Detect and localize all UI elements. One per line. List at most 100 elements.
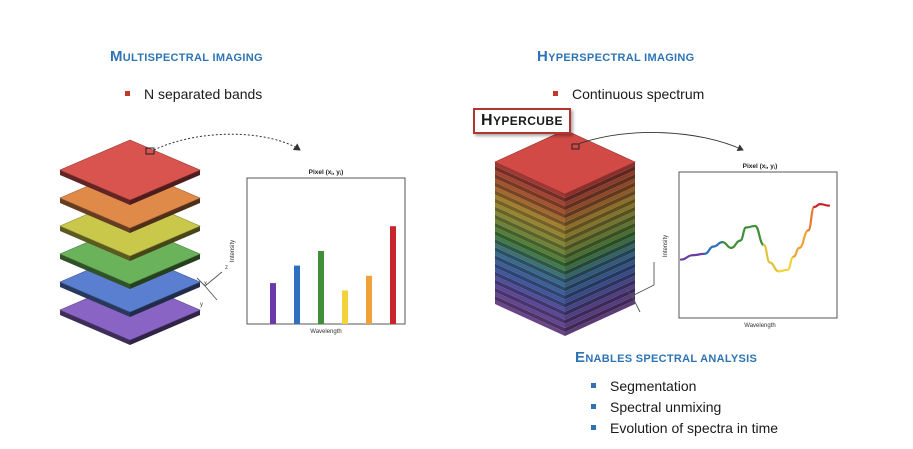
spectrum-segment [798, 229, 810, 249]
cube-slice-right [565, 295, 635, 332]
chart-frame [246, 177, 406, 325]
pixel-marker [571, 143, 580, 150]
multispectral-band-stack [59, 139, 201, 345]
cube-slice-right [565, 206, 635, 243]
cube-slice-left [495, 178, 565, 215]
band-side-right [130, 310, 200, 345]
chart-xlabel: Wavelength [744, 323, 775, 329]
cube-slice-right [565, 255, 635, 292]
cube-slice-left [495, 287, 565, 324]
line-chart: Pixel (xi, yi) Wavelength Intensity [663, 163, 838, 329]
bar-violet [270, 283, 276, 324]
cube-slice-right [565, 283, 635, 320]
cube-slice-right [565, 243, 635, 280]
bullet-square-icon [125, 90, 130, 96]
band-side-left [60, 282, 130, 317]
cube-slice-right [565, 198, 635, 235]
cube-slice-left [495, 226, 565, 263]
bar-green [318, 251, 324, 324]
cube-slice-right [565, 178, 635, 215]
cube-slice-left [495, 206, 565, 243]
cube-slice-left [495, 263, 565, 300]
cube-slice-left [495, 275, 565, 312]
cube-slice-right [565, 287, 635, 324]
cube-slice-left [495, 235, 565, 272]
pixel-arrow [153, 133, 301, 151]
cube-slice-right [565, 194, 635, 231]
cube-slice-right [565, 186, 635, 223]
cube-slice-left [495, 166, 565, 203]
band-side-left [60, 254, 130, 289]
analysis-list: Segmentation Spectral unmixing Evolution… [591, 378, 778, 441]
cube-slice-right [565, 279, 635, 316]
band-side-right [130, 170, 200, 205]
cube-slice-right [565, 170, 635, 207]
bar-yellow [342, 290, 348, 324]
cube-slice-left [495, 243, 565, 280]
cube-slice-left [495, 251, 565, 288]
chart-ylabel: Intensity [230, 240, 236, 262]
cube-slice-left [495, 279, 565, 316]
spectrum-segment [679, 254, 694, 261]
cube-slice-left [495, 239, 565, 276]
cube-slice-right [565, 174, 635, 211]
band-side-right [130, 282, 200, 317]
band-side-right [130, 198, 200, 233]
cube-slice-left [495, 202, 565, 239]
cube-slice-left [495, 222, 565, 259]
axis-x-label: x [204, 281, 207, 287]
bullet-square-icon [553, 90, 558, 96]
band-layer [59, 139, 201, 201]
chart-frame [678, 171, 838, 319]
cube-slice-left [495, 267, 565, 304]
cube-slice-right [565, 182, 635, 219]
list-item: Segmentation [591, 378, 778, 399]
cube-slice-right [565, 226, 635, 263]
hypercube-stack [494, 129, 636, 337]
cube-slice-right [565, 190, 635, 227]
axis-triad-icon [625, 262, 655, 313]
chart-xlabel: Wavelength [310, 329, 341, 335]
band-side-left [60, 170, 130, 205]
bullet-square-icon [591, 403, 596, 409]
cube-slice-left [495, 210, 565, 247]
cube-slice-right [565, 267, 635, 304]
cube-slice-right [565, 218, 635, 255]
spectrum-segment [753, 224, 765, 247]
band-side-right [130, 226, 200, 261]
cube-slice-left [495, 182, 565, 219]
spectrum-segment [819, 203, 831, 207]
cube-slice-left [495, 291, 565, 328]
cube-slice-left [495, 190, 565, 227]
cube-slice-left [495, 295, 565, 332]
cube-slice-left [495, 247, 565, 284]
cube-slice-left [495, 198, 565, 235]
cube-slice-left [495, 231, 565, 268]
chart-pixel-label: Pixel (xi, yi) [309, 169, 344, 176]
cube-slice-right [565, 235, 635, 272]
cube-slice-right [565, 162, 635, 199]
hypercube-label: Hypercube [473, 108, 571, 134]
pixel-marker [145, 147, 155, 155]
cube-slice-left [495, 259, 565, 296]
cube-slice-right [565, 214, 635, 251]
list-item: Evolution of spectra in time [591, 420, 778, 441]
axis-y-label: y [200, 302, 203, 308]
bullet-square-icon [591, 382, 596, 388]
cube-slice-right [565, 166, 635, 203]
cube-top-face [494, 129, 636, 195]
cube-slice-left [495, 218, 565, 255]
cube-slice-right [565, 271, 635, 308]
cube-slice-right [565, 239, 635, 276]
bar-series [270, 226, 396, 324]
cube-slice-left [495, 162, 565, 199]
cube-slice-right [565, 222, 635, 259]
cube-slice-left [495, 271, 565, 308]
cube-slice-left [495, 300, 565, 337]
axis-z-label: z [225, 265, 228, 271]
cube-slice-left [495, 255, 565, 292]
bar-orange [366, 275, 372, 324]
cube-slice-right [565, 210, 635, 247]
hyperspectral-title: Hyperspectral imaging [537, 48, 695, 65]
